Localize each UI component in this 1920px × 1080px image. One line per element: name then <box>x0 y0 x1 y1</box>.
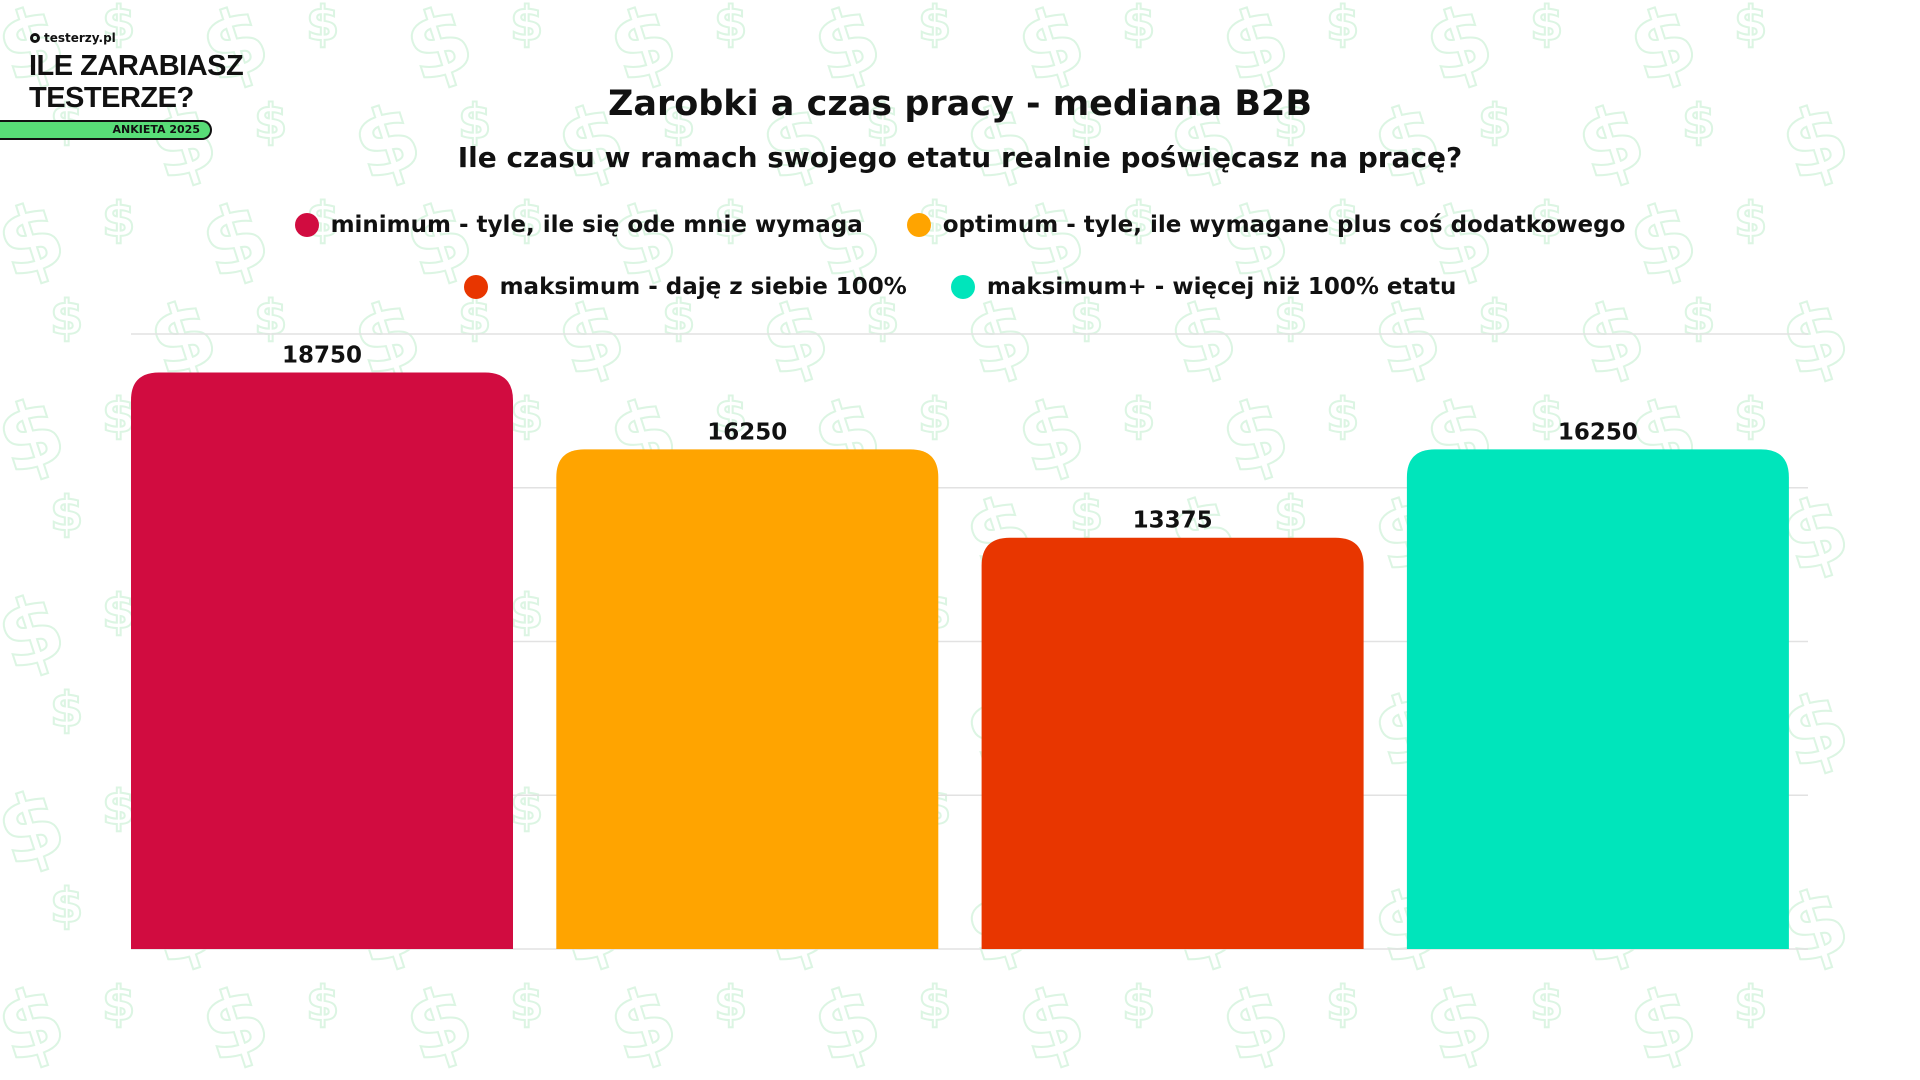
dollar-icon: $ <box>509 0 544 52</box>
dollar-icon: $ <box>1325 388 1360 444</box>
bar <box>981 537 1364 949</box>
dollar-icon: $ <box>101 780 136 836</box>
dollar-icon: $ <box>509 780 544 836</box>
dollar-icon: $ <box>1529 976 1564 1032</box>
dollar-icon: $ <box>101 388 136 444</box>
dollar-icon: $ <box>101 192 136 248</box>
dollar-icon: $ <box>865 94 900 150</box>
dollar-icon: $ <box>1121 0 1156 52</box>
testerzy-logo-icon <box>30 33 40 43</box>
dollar-icon: $ <box>1121 388 1156 444</box>
dollar-icon: $ <box>1121 976 1156 1032</box>
dollar-icon: $ <box>305 976 340 1032</box>
legend-label: maksimum - daję z siebie 100% <box>499 274 907 300</box>
dollar-icon: $ <box>713 0 748 52</box>
legend-item: maksimum - daję z siebie 100% <box>463 274 907 300</box>
value-label: 18750 <box>282 342 362 368</box>
legend-row-2: maksimum - daję z siebie 100% maksimum+ … <box>0 274 1920 300</box>
logo-title-line2: TESTERZE? <box>29 82 194 114</box>
dollar-icon: $ <box>1121 192 1156 248</box>
dollar-icon: $ <box>509 388 544 444</box>
legend-dot-icon <box>950 275 975 299</box>
dollar-icon: $ <box>1273 94 1308 150</box>
logo-title: ILE ZARABIASZ TESTERZE? <box>29 50 244 114</box>
brand-name: testerzy.pl <box>44 31 116 45</box>
bar <box>1406 449 1789 949</box>
dollar-icon: $ <box>713 388 748 444</box>
legend-label: minimum - tyle, ile się ode mnie wymaga <box>330 212 863 238</box>
dollar-icon: $ <box>1733 192 1768 248</box>
dollar-icon: $ <box>49 486 84 542</box>
dollar-icon: $ <box>457 94 492 150</box>
dollar-icon: $ <box>509 192 544 248</box>
dollar-icon: $ <box>49 290 84 346</box>
value-label: 16250 <box>1558 419 1638 445</box>
value-label: 13375 <box>1133 508 1213 534</box>
dollar-icon: $ <box>1733 0 1768 52</box>
dollar-icon: $ <box>305 0 340 52</box>
legend-item: minimum - tyle, ile się ode mnie wymaga <box>294 212 863 238</box>
dollar-icon: $ <box>1681 94 1716 150</box>
logo-title-line1: ILE ZARABIASZ <box>29 50 244 82</box>
chart-subtitle: Ile czasu w ramach swojego etatu realnie… <box>457 141 1463 174</box>
dollar-icon: $ <box>101 584 136 640</box>
dollar-icon: $ <box>1529 388 1564 444</box>
dollar-icon: $ <box>49 682 84 738</box>
dollar-icon: $ <box>917 976 952 1032</box>
dollar-icon: $ <box>1733 388 1768 444</box>
dollar-icon: $ <box>509 976 544 1032</box>
bar <box>131 372 513 949</box>
legend-dot-icon <box>906 213 931 237</box>
legend-label: optimum - tyle, ile wymagane plus coś do… <box>942 212 1626 238</box>
legend-dot-icon <box>463 275 488 299</box>
legend-item: maksimum+ - więcej niż 100% etatu <box>950 274 1457 300</box>
legend-item: optimum - tyle, ile wymagane plus coś do… <box>906 212 1626 238</box>
dollar-icon: $ <box>101 0 136 52</box>
dollar-icon: $ <box>253 94 288 150</box>
dollar-icon: $ <box>509 584 544 640</box>
dollar-icon: $ <box>101 976 136 1032</box>
dollar-icon: $ <box>1325 976 1360 1032</box>
dollar-icon: $ <box>1069 94 1104 150</box>
survey-badge: ANKIETA 2025 <box>0 120 212 140</box>
value-label: 16250 <box>707 419 787 445</box>
dollar-icon: $ <box>713 976 748 1032</box>
dollar-icon: $ <box>1273 486 1308 542</box>
dollar-icon: $ <box>917 0 952 52</box>
bar <box>556 449 939 949</box>
dollar-icon: $ <box>1325 0 1360 52</box>
dollar-icon: $ <box>661 94 696 150</box>
brand: testerzy.pl <box>30 31 116 45</box>
dollar-icon: $ <box>1529 0 1564 52</box>
dollar-icon: $ <box>713 192 748 248</box>
dollar-icon: $ <box>1733 976 1768 1032</box>
dollar-icon: $ <box>1325 192 1360 248</box>
dollar-icon: $ <box>49 878 84 934</box>
legend-dot-icon <box>294 213 319 237</box>
chart-title: Zarobki a czas pracy - mediana B2B <box>607 84 1313 124</box>
dollar-icon: $ <box>1069 486 1104 542</box>
legend-label: maksimum+ - więcej niż 100% etatu <box>986 274 1457 300</box>
dollar-icon: $ <box>1477 94 1512 150</box>
legend-row-1: minimum - tyle, ile się ode mnie wymaga … <box>0 212 1920 238</box>
dollar-icon: $ <box>917 388 952 444</box>
dollar-icon: $ <box>1529 192 1564 248</box>
